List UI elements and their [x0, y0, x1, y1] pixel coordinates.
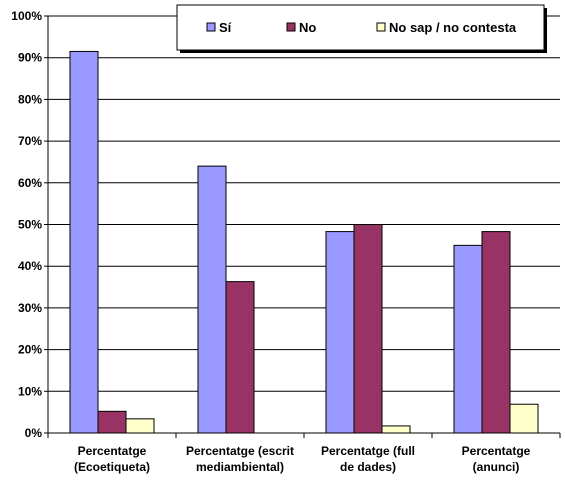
category-label: Percentatge [462, 444, 531, 458]
y-tick-label: 0% [25, 426, 43, 440]
bar-s--0 [69, 50, 99, 434]
bars [69, 50, 539, 434]
category-label: (anunci) [473, 460, 520, 474]
category-label: Percentatge (full [321, 444, 415, 458]
legend-label: Sí [219, 20, 232, 35]
legend-swatch [286, 22, 296, 32]
bar-no-sap-no-contesta-2 [381, 425, 411, 434]
y-tick-label: 30% [18, 301, 42, 315]
x-axis: Percentatge (Ecoetiqueta) Percentatge (esc… [47, 432, 561, 474]
category-label: mediambiental) [196, 460, 284, 474]
y-tick-label: 90% [18, 51, 42, 65]
legend-label: No [299, 20, 316, 35]
bar-no-0 [97, 410, 127, 434]
legend-swatch [376, 22, 386, 32]
bar-no-3 [481, 231, 511, 434]
bar-s--2 [325, 231, 355, 434]
category-label: Percentatge [78, 444, 147, 458]
y-tick-label: 10% [18, 384, 42, 398]
legend-box [176, 4, 545, 51]
legend: Sí No No sap / no contesta [176, 4, 547, 53]
bar-no-sap-no-contesta-0 [125, 418, 155, 434]
bar-no-sap-no-contesta-3 [509, 403, 539, 434]
y-tick-label: 70% [18, 134, 42, 148]
y-tick-label: 20% [18, 343, 42, 357]
y-tick-label: 60% [18, 176, 42, 190]
y-tick-label: 50% [18, 218, 42, 232]
legend-label: No sap / no contesta [389, 20, 517, 35]
legend-swatch [206, 22, 216, 32]
y-tick-label: 80% [18, 92, 42, 106]
bar-no-2 [353, 224, 383, 434]
bar-s--1 [197, 165, 227, 434]
bar-s--3 [453, 244, 483, 434]
bar-no-1 [225, 281, 255, 434]
category-label: (Ecoetiqueta) [74, 460, 150, 474]
y-axis: 0% 10% 20% 30% 40% 50% 60% 70% 80% 90% 100% [11, 9, 49, 440]
y-tick-label: 100% [11, 9, 42, 23]
category-label: Percentatge (escrit [186, 444, 294, 458]
category-label: de dades) [340, 460, 396, 474]
y-tick-label: 40% [18, 259, 42, 273]
